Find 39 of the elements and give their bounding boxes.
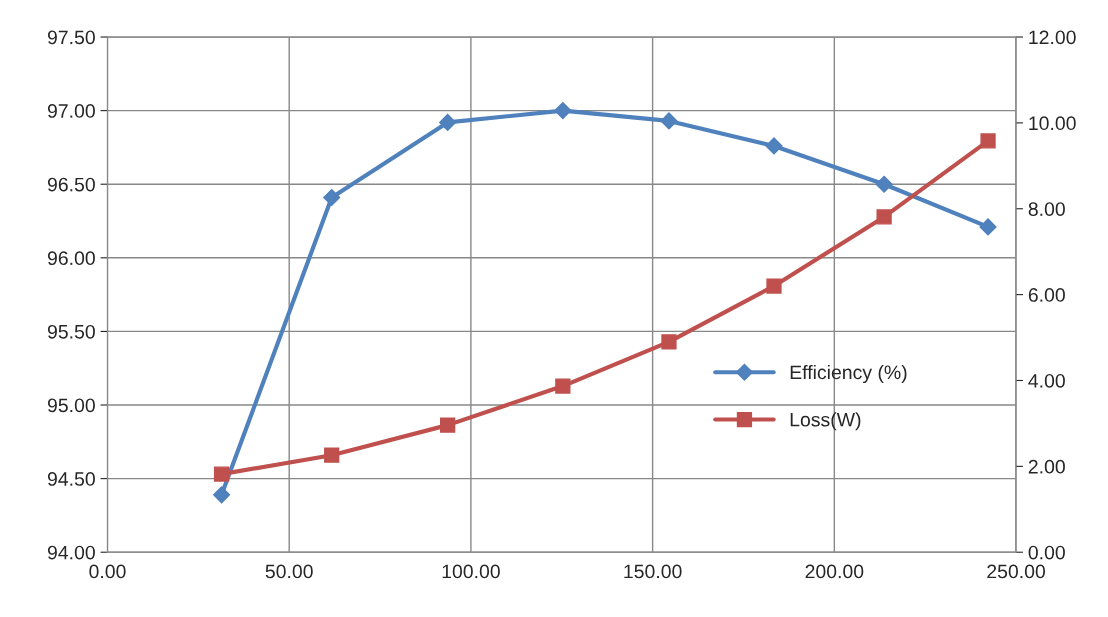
y-tick-label: 97.00 [47, 104, 95, 118]
y2-tick-label: 10.00 [1029, 116, 1076, 131]
x-tick-label: 250.00 [987, 564, 1046, 579]
legend-label: Efficiency (%) [790, 364, 907, 384]
y2-tick-label: 8.00 [1028, 202, 1065, 216]
point [766, 278, 782, 294]
point [876, 209, 892, 225]
x-tick-label: 0.00 [89, 564, 126, 579]
x-tick-label: 200.00 [805, 564, 864, 579]
point [324, 447, 340, 463]
y-tick-label: 96.50 [47, 177, 95, 192]
point [439, 113, 457, 131]
legend-label: Loss(W) [790, 412, 861, 431]
point [661, 334, 677, 350]
point [555, 378, 571, 394]
y-tick-label: 94.00 [47, 545, 95, 560]
y-tick-label: 94.50 [47, 472, 95, 486]
y2-tick-label: 6.00 [1028, 288, 1065, 302]
point [440, 417, 456, 433]
y-tick-label: 96.00 [47, 251, 95, 266]
point [323, 188, 341, 207]
y2-tick-label: 0.00 [1028, 545, 1065, 560]
y-tick-label: 97.50 [47, 30, 95, 45]
point [554, 102, 572, 120]
x-tick-label: 50.00 [265, 564, 313, 579]
point [979, 218, 997, 236]
y2-tick-label: 2.00 [1028, 459, 1065, 474]
x-tick-label: 100.00 [442, 564, 500, 579]
point [875, 175, 893, 193]
point [213, 486, 231, 504]
point [213, 466, 230, 482]
y2-tick-label: 12.00 [1029, 30, 1076, 45]
y-tick-label: 95.50 [47, 324, 95, 339]
y2-tick-label: 4.00 [1028, 373, 1065, 388]
point [660, 112, 678, 130]
point [765, 137, 783, 155]
y-tick-label: 95.00 [47, 398, 95, 413]
x-tick-label: 150.00 [624, 564, 682, 579]
point [980, 133, 996, 149]
